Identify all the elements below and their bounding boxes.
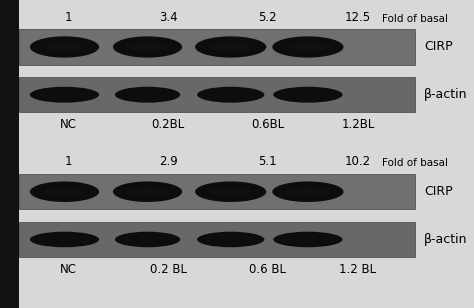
- Text: β-actin: β-actin: [424, 233, 468, 246]
- Bar: [0, 0, 19, 308]
- Ellipse shape: [286, 188, 329, 196]
- Ellipse shape: [210, 43, 252, 51]
- Ellipse shape: [113, 181, 182, 202]
- Ellipse shape: [30, 181, 99, 202]
- Ellipse shape: [30, 232, 99, 247]
- Text: 0.2BL: 0.2BL: [152, 118, 185, 131]
- Ellipse shape: [272, 181, 344, 202]
- Ellipse shape: [195, 181, 266, 202]
- Text: 0.6BL: 0.6BL: [251, 118, 284, 131]
- Text: Fold of basal: Fold of basal: [382, 14, 448, 24]
- Text: 10.2: 10.2: [345, 156, 371, 168]
- Text: 1.2 BL: 1.2 BL: [339, 263, 376, 276]
- Bar: [19, 77, 415, 112]
- Text: β-actin: β-actin: [424, 88, 468, 101]
- Text: 0.2 BL: 0.2 BL: [150, 263, 187, 276]
- Ellipse shape: [30, 87, 99, 103]
- Bar: [19, 174, 415, 209]
- Text: 0.6 BL: 0.6 BL: [249, 263, 286, 276]
- Text: 1: 1: [65, 156, 73, 168]
- Text: 5.2: 5.2: [258, 11, 277, 24]
- Text: 12.5: 12.5: [345, 11, 371, 24]
- Bar: [19, 222, 415, 257]
- Ellipse shape: [127, 188, 168, 196]
- Text: Fold of basal: Fold of basal: [382, 159, 448, 168]
- Ellipse shape: [113, 36, 182, 58]
- Ellipse shape: [210, 188, 252, 196]
- Ellipse shape: [197, 232, 264, 247]
- Bar: [19, 29, 415, 65]
- Ellipse shape: [195, 36, 266, 58]
- Ellipse shape: [127, 43, 168, 51]
- Ellipse shape: [286, 43, 329, 51]
- Text: CIRP: CIRP: [424, 185, 453, 198]
- Text: 2.9: 2.9: [159, 156, 178, 168]
- Ellipse shape: [272, 36, 344, 58]
- Ellipse shape: [197, 87, 264, 103]
- Ellipse shape: [115, 232, 180, 247]
- Ellipse shape: [44, 43, 85, 51]
- Ellipse shape: [30, 36, 99, 58]
- Text: 1: 1: [65, 11, 73, 24]
- Text: 5.1: 5.1: [258, 156, 277, 168]
- Text: NC: NC: [60, 118, 77, 131]
- Text: 1.2BL: 1.2BL: [341, 118, 374, 131]
- Text: 3.4: 3.4: [159, 11, 178, 24]
- Text: CIRP: CIRP: [424, 40, 453, 54]
- Ellipse shape: [44, 188, 85, 196]
- Ellipse shape: [115, 87, 180, 103]
- Ellipse shape: [273, 232, 343, 247]
- Ellipse shape: [273, 87, 343, 103]
- Text: NC: NC: [60, 263, 77, 276]
